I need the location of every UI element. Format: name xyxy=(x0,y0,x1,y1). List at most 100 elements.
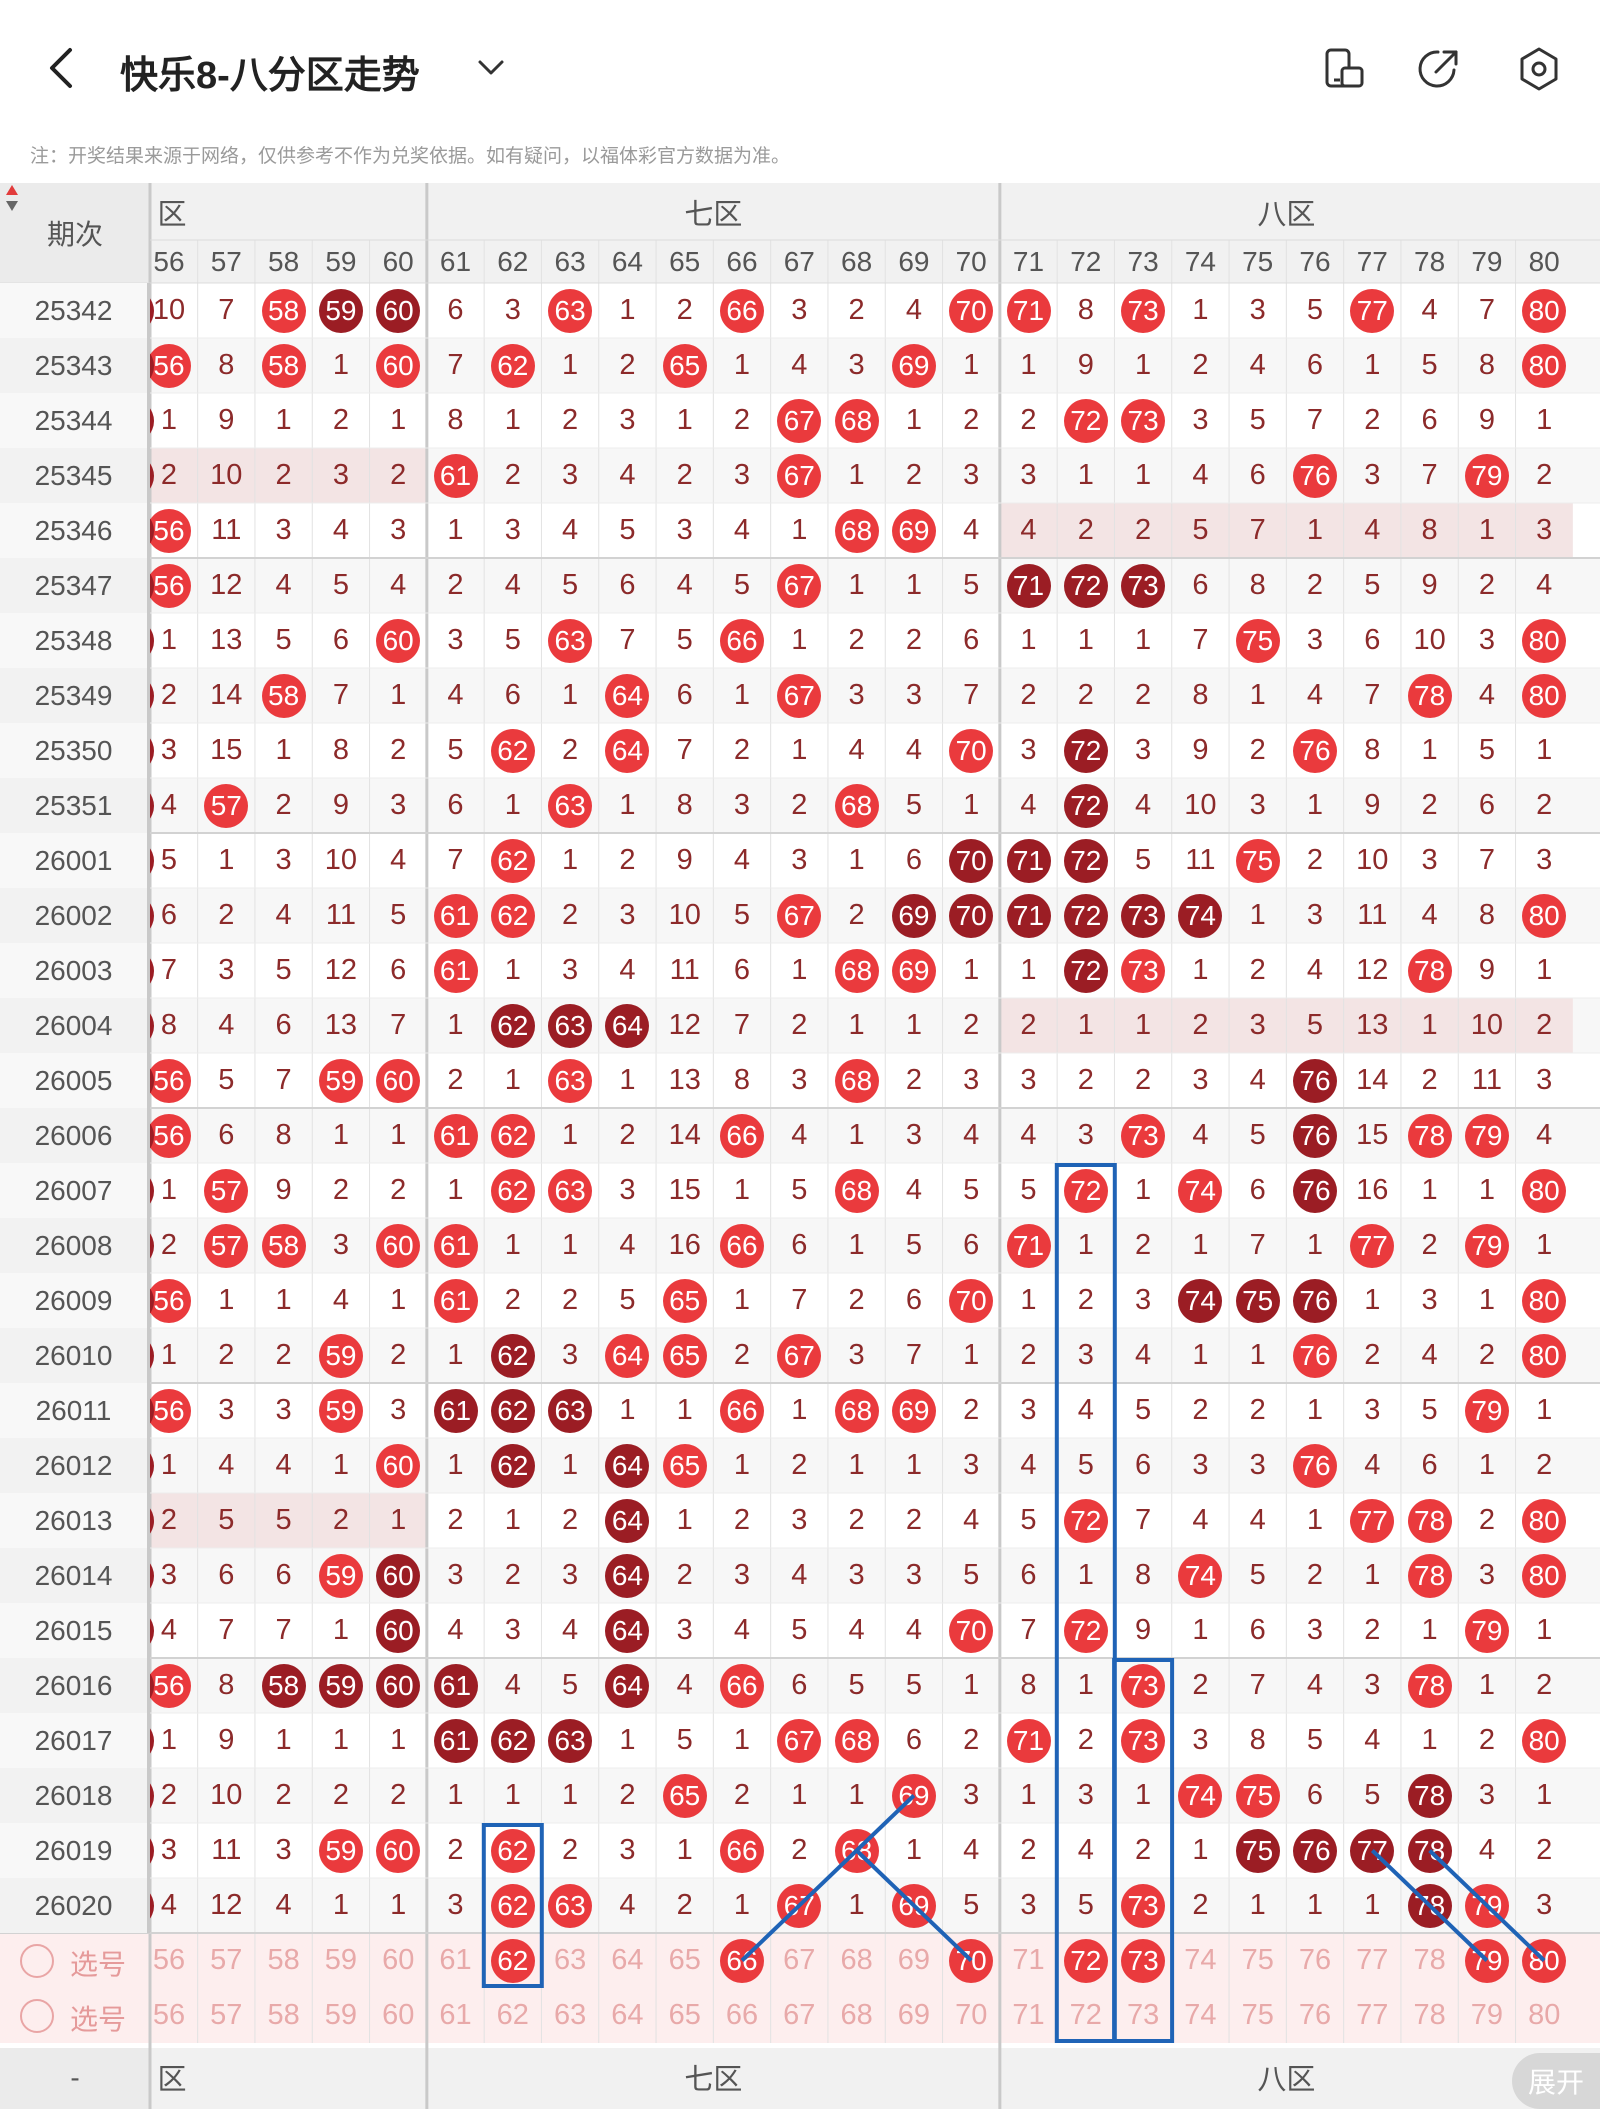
drawn-number-ball[interactable]: 75 xyxy=(1235,1773,1280,1818)
select-radio[interactable] xyxy=(20,1998,54,2033)
drawn-number-ball[interactable]: 75 xyxy=(1235,838,1280,883)
selectable-number[interactable]: 70 xyxy=(955,1999,988,2031)
selected-number-ball[interactable]: 70 xyxy=(949,1938,994,1983)
drawn-number-ball[interactable]: 64 xyxy=(605,673,650,718)
drawn-number-ball[interactable]: 69 xyxy=(891,1773,936,1818)
drawn-number-ball[interactable]: 61 xyxy=(433,948,478,993)
drawn-number-ball[interactable]: 60 xyxy=(376,1553,421,1598)
selectable-number[interactable]: 57 xyxy=(210,1944,243,1976)
drawn-number-ball[interactable]: 63 xyxy=(548,1388,593,1433)
drawn-number-ball[interactable]: 77 xyxy=(1350,1828,1395,1873)
drawn-number-ball[interactable]: 80 xyxy=(1522,1168,1567,1213)
drawn-number-ball[interactable]: 62 xyxy=(490,1168,535,1213)
drawn-number-ball[interactable]: 73 xyxy=(1121,288,1166,333)
drawn-number-ball[interactable]: 76 xyxy=(1293,453,1337,498)
drawn-number-ball[interactable]: 72 xyxy=(1063,783,1108,828)
selectable-number[interactable]: 75 xyxy=(1241,1944,1274,1976)
drawn-number-ball[interactable]: 73 xyxy=(1121,893,1166,938)
drawn-number-ball[interactable]: 70 xyxy=(949,288,994,333)
drawn-number-ball[interactable]: 59 xyxy=(318,1333,363,1378)
drawn-number-ball[interactable]: 60 xyxy=(376,1828,421,1873)
drawn-number-ball[interactable]: 56 xyxy=(147,1663,191,1708)
drawn-number-ball[interactable]: 58 xyxy=(261,1223,306,1268)
drawn-number-ball[interactable]: 61 xyxy=(433,1388,478,1433)
drawn-number-ball[interactable]: 59 xyxy=(318,1058,363,1103)
drawn-number-ball[interactable]: 74 xyxy=(1178,1773,1223,1818)
drawn-number-ball[interactable]: 61 xyxy=(433,1718,478,1763)
drawn-number-ball[interactable]: 61 xyxy=(433,1113,478,1158)
drawn-number-ball[interactable]: 72 xyxy=(1063,1498,1108,1543)
drawn-number-ball[interactable]: 70 xyxy=(949,838,994,883)
drawn-number-ball[interactable]: 78 xyxy=(1407,1663,1452,1708)
drawn-number-ball[interactable]: 79 xyxy=(1464,1388,1509,1433)
drawn-number-ball[interactable]: 69 xyxy=(891,893,936,938)
drawn-number-ball[interactable]: 65 xyxy=(662,1278,707,1323)
drawn-number-ball[interactable]: 57 xyxy=(204,1168,249,1213)
drawn-number-ball[interactable]: 66 xyxy=(720,1223,764,1268)
drawn-number-ball[interactable]: 72 xyxy=(1063,893,1108,938)
selectable-number[interactable]: 78 xyxy=(1413,1944,1446,1976)
drawn-number-ball[interactable]: 66 xyxy=(720,1828,764,1873)
phone-layout-icon[interactable] xyxy=(1322,46,1368,92)
drawn-number-ball[interactable]: 67 xyxy=(777,1883,822,1928)
drawn-number-ball[interactable]: 76 xyxy=(1293,1278,1337,1323)
drawn-number-ball[interactable]: 63 xyxy=(548,288,593,333)
drawn-number-ball[interactable]: 68 xyxy=(834,1168,879,1213)
drawn-number-ball[interactable]: 75 xyxy=(1235,618,1280,663)
drawn-number-ball[interactable]: 70 xyxy=(949,1278,994,1323)
drawn-number-ball[interactable]: 67 xyxy=(777,453,822,498)
drawn-number-ball[interactable]: 71 xyxy=(1006,893,1051,938)
drawn-number-ball[interactable]: 80 xyxy=(1522,1498,1567,1543)
selected-number-ball[interactable]: 73 xyxy=(1121,1938,1166,1983)
selectable-number[interactable]: 74 xyxy=(1184,1999,1217,2031)
selectable-number[interactable]: 61 xyxy=(439,1999,472,2031)
drawn-number-ball[interactable]: 64 xyxy=(605,1003,650,1048)
drawn-number-ball[interactable]: 80 xyxy=(1522,1718,1567,1763)
drawn-number-ball[interactable]: 60 xyxy=(376,618,421,663)
drawn-number-ball[interactable]: 80 xyxy=(1522,1553,1567,1598)
drawn-number-ball[interactable]: 73 xyxy=(1121,398,1166,443)
drawn-number-ball[interactable]: 64 xyxy=(605,1553,650,1598)
drawn-number-ball[interactable]: 63 xyxy=(548,1883,593,1928)
selectable-number[interactable]: 63 xyxy=(553,1999,587,2031)
page-title[interactable]: 快乐8-八分区走势 xyxy=(120,55,420,97)
drawn-number-ball[interactable]: 73 xyxy=(1121,948,1166,993)
drawn-number-ball[interactable]: 62 xyxy=(490,1388,535,1433)
drawn-number-ball[interactable]: 75 xyxy=(1235,1828,1280,1873)
drawn-number-ball[interactable]: 67 xyxy=(777,1333,822,1378)
drawn-number-ball[interactable]: 62 xyxy=(490,1003,535,1048)
selectable-number[interactable]: 77 xyxy=(1356,1999,1389,2031)
drawn-number-ball[interactable]: 79 xyxy=(1464,1113,1509,1158)
drawn-number-ball[interactable]: 74 xyxy=(1178,893,1223,938)
drawn-number-ball[interactable]: 63 xyxy=(548,1718,593,1763)
selectable-number[interactable]: 65 xyxy=(668,1944,701,1976)
drawn-number-ball[interactable]: 68 xyxy=(834,1828,879,1873)
settings-icon[interactable] xyxy=(1516,46,1562,92)
drawn-number-ball[interactable]: 56 xyxy=(147,1058,191,1103)
drawn-number-ball[interactable]: 59 xyxy=(318,1388,363,1433)
drawn-number-ball[interactable]: 57 xyxy=(204,1223,249,1268)
drawn-number-ball[interactable]: 78 xyxy=(1407,1883,1452,1928)
drawn-number-ball[interactable]: 71 xyxy=(1006,1718,1051,1763)
drawn-number-ball[interactable]: 72 xyxy=(1063,1608,1108,1653)
drawn-number-ball[interactable]: 65 xyxy=(662,1773,707,1818)
drawn-number-ball[interactable]: 68 xyxy=(834,1058,879,1103)
selectable-number[interactable]: 58 xyxy=(267,1999,300,2031)
drawn-number-ball[interactable]: 71 xyxy=(1006,563,1051,608)
drawn-number-ball[interactable]: 70 xyxy=(949,1608,994,1653)
selectable-number[interactable]: 71 xyxy=(1012,1999,1045,2031)
drawn-number-ball[interactable]: 62 xyxy=(490,1883,535,1928)
expand-button[interactable]: 展开 xyxy=(1512,2053,1600,2109)
selectable-number[interactable]: 68 xyxy=(840,1999,873,2031)
drawn-number-ball[interactable]: 66 xyxy=(720,288,764,333)
drawn-number-ball[interactable]: 72 xyxy=(1063,838,1108,883)
drawn-number-ball[interactable]: 67 xyxy=(777,1718,822,1763)
drawn-number-ball[interactable]: 69 xyxy=(891,508,936,553)
drawn-number-ball[interactable]: 59 xyxy=(318,288,363,333)
drawn-number-ball[interactable]: 62 xyxy=(490,728,535,773)
drawn-number-ball[interactable]: 60 xyxy=(376,1223,421,1268)
selectable-number[interactable]: 72 xyxy=(1069,1999,1102,2031)
drawn-number-ball[interactable]: 76 xyxy=(1293,1443,1337,1488)
drawn-number-ball[interactable]: 80 xyxy=(1522,893,1567,938)
drawn-number-ball[interactable]: 77 xyxy=(1350,1498,1395,1543)
